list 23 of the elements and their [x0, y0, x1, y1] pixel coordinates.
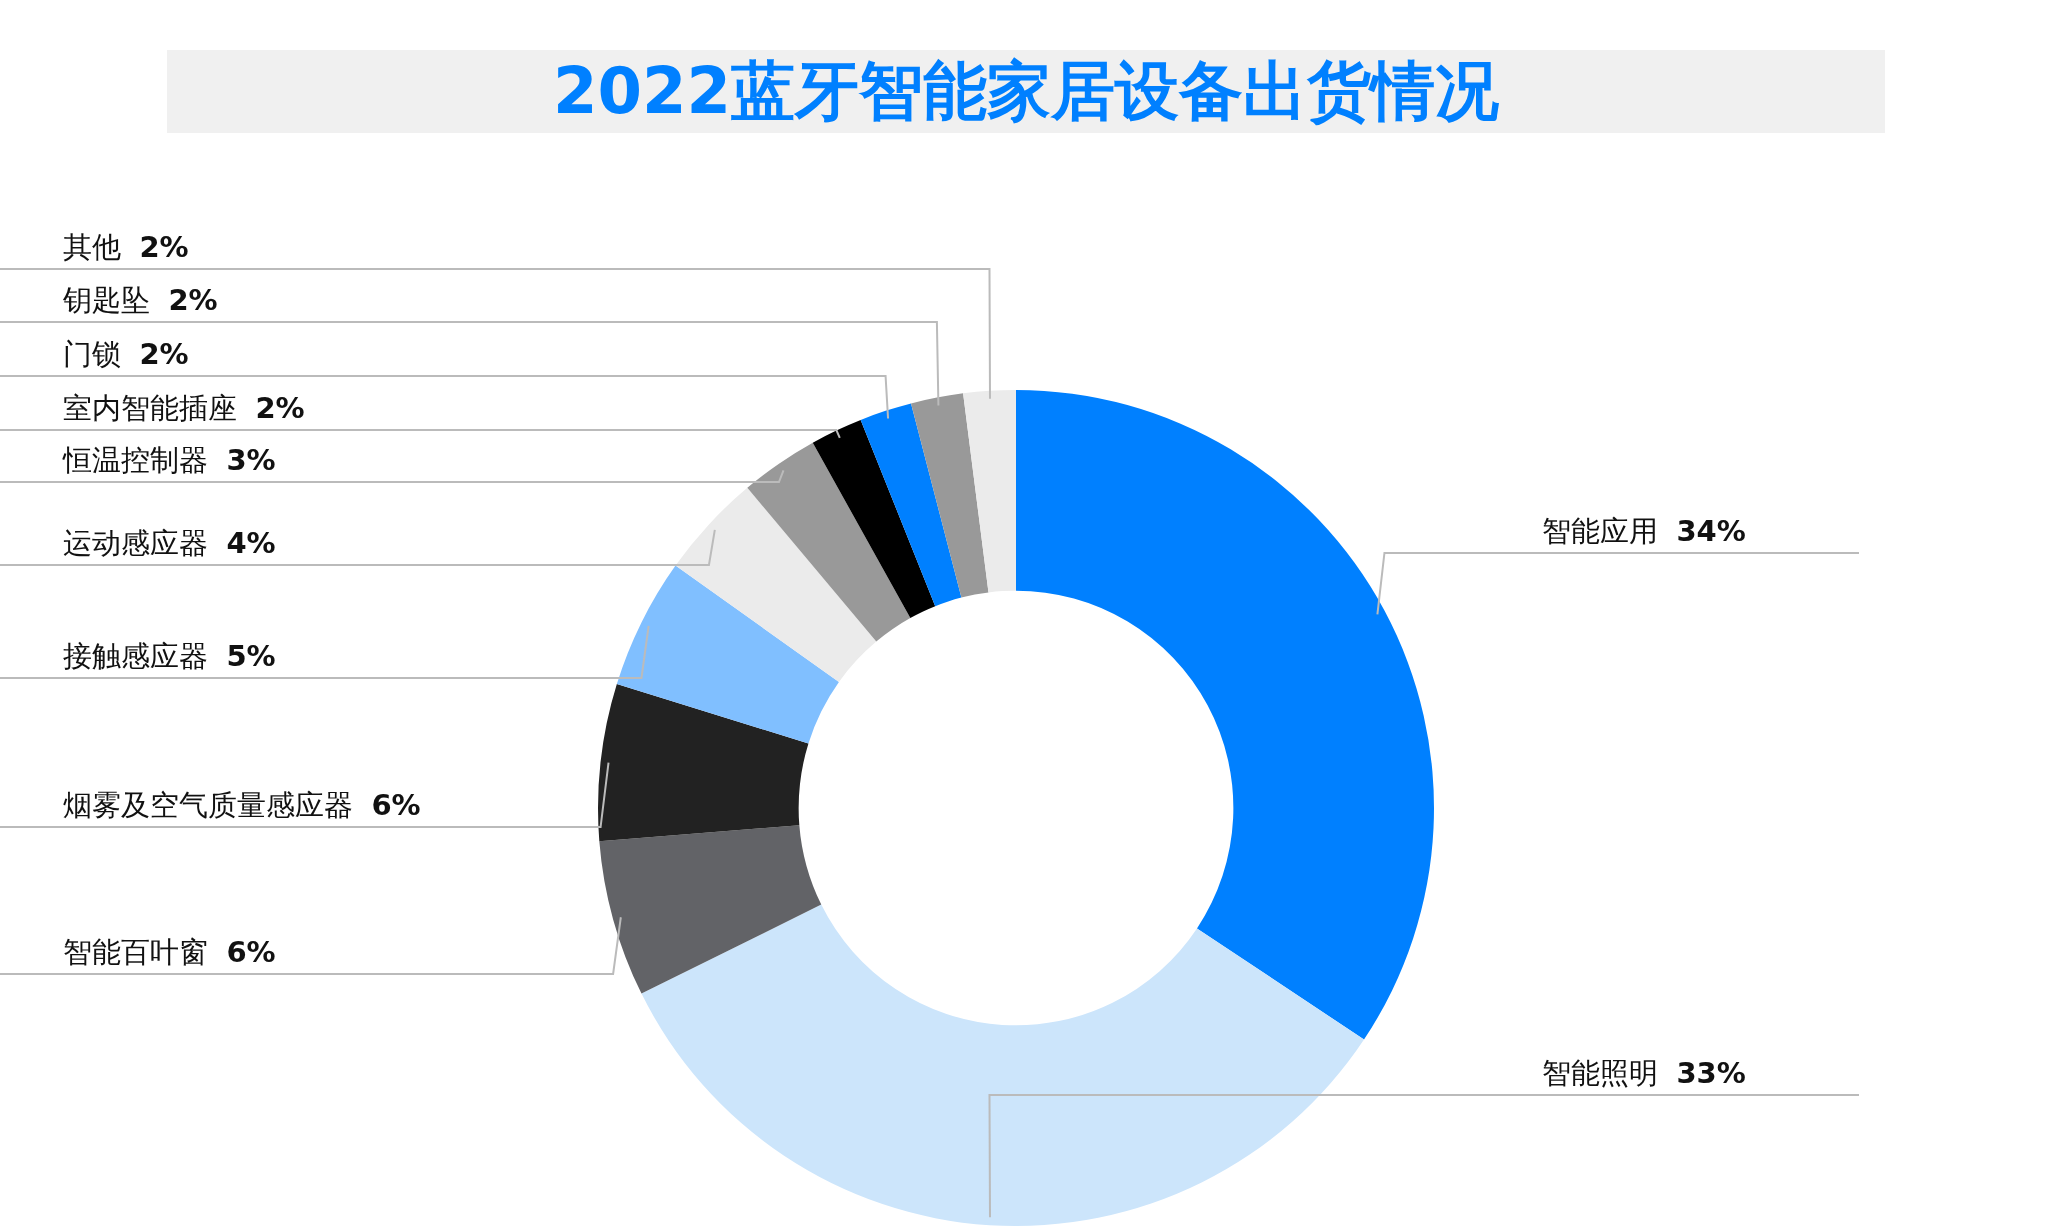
- slice-label: 钥匙坠: [62, 283, 150, 317]
- data-label: 2%: [139, 230, 189, 264]
- data-label: 6%: [371, 788, 421, 822]
- data-label: 2%: [139, 337, 189, 371]
- slice-label: 智能百叶窗: [63, 935, 208, 969]
- slice-label: 室内智能插座: [63, 391, 237, 425]
- slice-label: 烟雾及空气质量感应器: [63, 788, 353, 822]
- data-label: 2%: [255, 391, 305, 425]
- data-label: 34%: [1676, 514, 1746, 548]
- data-label: 6%: [226, 935, 276, 969]
- slice-label: 智能照明: [1542, 1056, 1658, 1090]
- data-label: 2%: [168, 283, 218, 317]
- data-label: 33%: [1676, 1056, 1746, 1090]
- chart-title: 2022蓝牙智能家居设备出货情况: [167, 50, 1885, 133]
- slice-label: 智能应用: [1542, 514, 1658, 548]
- data-label: 4%: [226, 526, 276, 560]
- data-label: 3%: [226, 443, 276, 477]
- slice-label: 其他: [63, 230, 121, 264]
- slice-label: 门锁: [63, 337, 121, 371]
- data-label: 5%: [226, 639, 276, 673]
- slice-label: 恒温控制器: [62, 443, 208, 477]
- slice-label: 运动感应器: [63, 526, 208, 560]
- slice-label: 接触感应器: [63, 639, 208, 673]
